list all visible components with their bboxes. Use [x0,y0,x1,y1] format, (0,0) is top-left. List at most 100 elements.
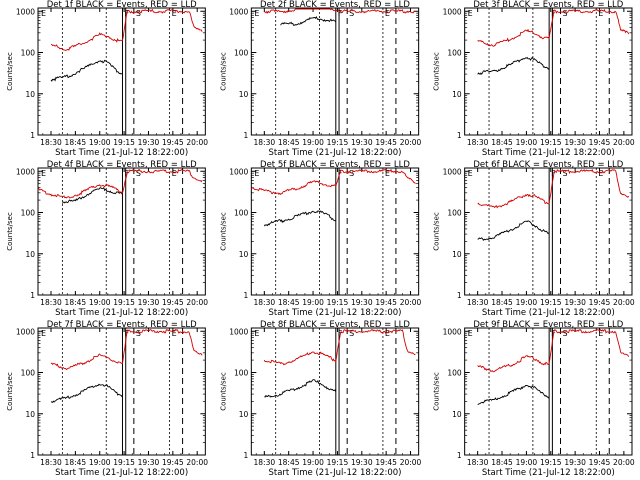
x-axis-label: Start Time (21-Jul-12 18:22:00) [55,468,188,478]
chart-panel-6: Det 6f BLACK = Events, RED = LLD 1 10 100 10… [433,160,635,318]
y-tick-label: 10 [239,90,249,99]
x-tick-label: 18:45 [491,458,513,467]
plot-frame [250,7,420,136]
x-tick-label: 19:00 [516,298,538,307]
interval-marker-s: S [349,9,354,18]
x-tick-label: 19:00 [516,138,538,147]
y-tick-label: 1000 [443,7,462,16]
x-tick-label: 19:30 [351,138,373,147]
x-axis-label: Start Time (21-Jul-12 18:22:00) [269,468,402,478]
x-tick-label: 19:45 [375,298,397,307]
y-tick-label: 100 [21,369,36,378]
interval-marker-e: E [41,9,46,18]
y-tick-label: 100 [234,209,249,218]
x-tick-label: 20:00 [186,138,208,147]
interval-marker-e: E [598,329,603,338]
x-tick-label: 18:30 [254,458,276,467]
x-tick-label: 19:45 [162,298,184,307]
plot-frame [250,167,420,296]
x-tick-label: 18:30 [254,138,276,147]
x-axis-label: Start Time (21-Jul-12 18:22:00) [55,308,188,318]
y-tick-label: 1 [457,131,462,140]
y-tick-label: 100 [234,49,249,58]
series-lld-line [264,8,416,14]
x-tick-label: 18:45 [278,458,300,467]
x-tick-label: 19:15 [540,138,562,147]
interval-marker-s: S [349,329,354,338]
interval-marker-s: S [563,169,568,178]
series-lld-line [477,8,630,47]
x-tick-label: 20:00 [613,298,635,307]
x-tick-label: 19:30 [351,298,373,307]
x-tick-label: 18:45 [491,298,513,307]
series-lld-line [37,168,203,199]
x-tick-label: 20:00 [400,138,422,147]
y-tick-label: 1 [457,291,462,300]
y-tick-label: 1 [30,291,35,300]
interval-marker-s: S [563,9,568,18]
series-events-line [263,210,337,227]
series-events-line [280,15,337,26]
y-tick-label: 1000 [229,327,248,336]
series-lld-line [251,168,416,196]
series-events-line [50,59,123,82]
series-events-line [477,220,550,241]
x-tick-label: 18:45 [65,458,87,467]
y-tick-label: 10 [25,410,35,419]
chart-title: Det 5f BLACK = Events, RED = LLD [260,160,410,170]
interval-marker-s: S [136,9,141,18]
x-tick-label: 19:15 [113,298,135,307]
x-tick-label: 19:45 [162,458,184,467]
interval-marker-s: S [136,329,141,338]
x-tick-label: 19:30 [564,458,586,467]
x-tick-label: 19:45 [589,138,611,147]
y-axis-label: Counts/sec [433,52,441,91]
x-axis-label: Start Time (21-Jul-12 18:22:00) [482,308,615,318]
plot-frame [37,327,206,456]
x-tick-label: 18:30 [467,138,489,147]
x-tick-label: 18:45 [65,138,87,147]
y-tick-label: 100 [447,369,462,378]
y-tick-label: 10 [239,250,249,259]
y-axis-label: Counts/sec [219,212,227,251]
y-tick-label: 100 [21,209,36,218]
y-tick-label: 10 [25,250,35,259]
x-tick-label: 20:00 [186,298,208,307]
interval-marker-e: E [598,9,603,18]
plot-frame [464,167,633,296]
chart-title: Det 2f BLACK = Events, RED = LLD [260,0,410,10]
series-events-line [62,186,123,204]
interval-marker-e: E [598,169,603,178]
x-tick-label: 19:45 [375,138,397,147]
y-axis-label: Counts/sec [219,372,227,411]
series-lld-line [477,328,630,373]
y-tick-label: 1000 [16,7,35,16]
chart-title: Det 4f BLACK = Events, RED = LLD [47,160,197,170]
interval-marker-e: E [385,329,390,338]
x-tick-label: 19:15 [327,138,349,147]
series-events-line [477,385,550,406]
y-axis-label: Counts/sec [433,372,441,411]
interval-marker-s: S [563,329,568,338]
interval-marker-e: E [468,169,473,178]
interval-marker-e: E [385,9,390,18]
x-tick-label: 20:00 [613,138,635,147]
plot-frame [250,327,420,456]
chart-panel-7: Det 7f BLACK = Events, RED = LLD 1 10 100 10… [6,320,208,478]
x-tick-label: 18:30 [40,458,62,467]
plot-frame [37,7,206,136]
x-tick-label: 18:30 [467,458,489,467]
y-tick-label: 1 [30,451,35,460]
x-tick-label: 18:45 [278,138,300,147]
interval-marker-e: E [41,169,46,178]
x-tick-label: 19:15 [113,458,135,467]
x-tick-label: 19:45 [162,138,184,147]
y-tick-label: 1 [30,131,35,140]
series-events-line [477,56,550,75]
x-tick-label: 20:00 [400,298,422,307]
y-axis-label: Counts/sec [6,372,14,411]
plot-frame [464,327,633,456]
interval-marker-e: E [254,329,259,338]
x-tick-label: 19:15 [327,458,349,467]
